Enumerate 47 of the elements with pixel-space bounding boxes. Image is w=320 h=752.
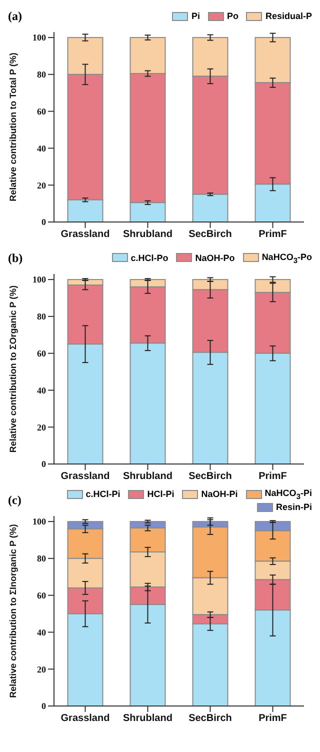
legend-label: NaOH-Pi — [201, 489, 238, 499]
y-tick-label: 20 — [37, 180, 46, 190]
y-tick-label: 100 — [32, 274, 46, 285]
y-axis-title: Relative contribution to ΣOrganic P (%) — [8, 285, 18, 453]
x-tick-label: PrimF — [258, 471, 287, 482]
x-tick-label: Grassland — [60, 229, 110, 240]
legend-label: Po — [226, 11, 238, 21]
legend-label: Pi — [191, 11, 200, 21]
x-tick-label: Shrubland — [123, 713, 172, 724]
x-tick-label: PrimF — [258, 713, 287, 724]
y-tick-label: 0 — [42, 217, 46, 228]
y-tick-label: 60 — [37, 348, 46, 359]
x-tick-label: SecBirch — [188, 713, 232, 724]
x-tick-label: Shrubland — [123, 229, 172, 240]
legend-label: HCl-Pi — [147, 489, 174, 499]
x-tick-label: Shrubland — [123, 471, 172, 482]
y-tick-label: 20 — [37, 422, 46, 432]
legend-label: Resin-Pi — [276, 502, 312, 512]
x-tick-label: Grassland — [60, 713, 110, 724]
y-axis-title: Relative contribution to Total P (%) — [8, 52, 18, 202]
y-tick-label: 40 — [37, 627, 46, 638]
y-tick-label: 80 — [37, 70, 46, 80]
y-tick-label: 60 — [37, 106, 46, 117]
x-tick-label: SecBirch — [188, 229, 232, 240]
legend-label: NaOH-Po — [195, 252, 235, 263]
y-tick-label: 40 — [37, 143, 46, 154]
y-tick-label: 80 — [37, 554, 46, 564]
y-tick-label: 0 — [42, 459, 46, 470]
legend-label: c.HCl-Po — [130, 252, 168, 263]
legend-label: NaHCO$_{3}$-Pi — [264, 488, 312, 500]
x-tick-label: SecBirch — [188, 471, 232, 482]
y-tick-label: 0 — [42, 701, 46, 712]
y-tick-label: 100 — [32, 32, 46, 43]
legend-label: c.HCl-Pi — [86, 489, 120, 499]
legend-label: Residual-P — [265, 11, 312, 21]
chart-title: (c) — [8, 492, 22, 508]
x-tick-label: Grassland — [60, 471, 110, 482]
y-tick-label: 20 — [37, 664, 46, 674]
x-tick-label: PrimF — [258, 229, 287, 240]
y-tick-label: 40 — [37, 385, 46, 396]
y-tick-label: 80 — [37, 312, 46, 322]
chart-title: (a) — [8, 8, 22, 24]
y-axis-title: Relative contribution to ΣInorganic P (%) — [8, 524, 18, 698]
y-tick-label: 60 — [37, 590, 46, 601]
chart-title: (b) — [8, 250, 23, 266]
legend-label: NaHCO$_{3}$-Po — [262, 252, 312, 264]
y-tick-label: 100 — [32, 516, 46, 527]
